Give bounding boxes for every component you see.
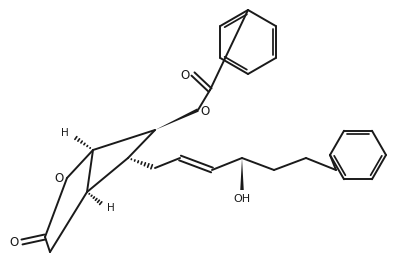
Text: OH: OH — [233, 194, 250, 204]
Text: H: H — [107, 203, 115, 213]
Text: O: O — [54, 172, 64, 185]
Text: H: H — [61, 128, 69, 138]
Polygon shape — [155, 108, 199, 130]
Text: O: O — [181, 68, 190, 81]
Text: O: O — [201, 105, 210, 118]
Polygon shape — [240, 158, 244, 190]
Text: O: O — [10, 237, 19, 249]
